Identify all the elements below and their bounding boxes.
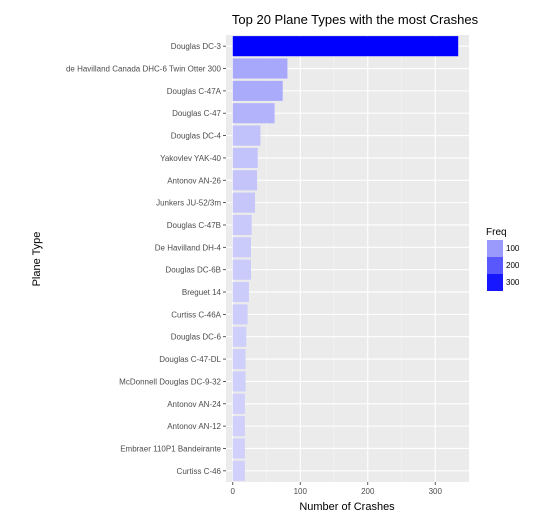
y-tick-label: Junkers JU-52/3m [156,199,221,208]
bar [232,58,288,79]
chart-title: Top 20 Plane Types with the most Crashes [232,12,479,27]
y-tick-label: Douglas DC-6B [165,266,221,275]
bar [232,416,245,437]
grid-lines [226,35,469,482]
bar [232,438,245,459]
legend-swatch [487,274,503,291]
y-tick-label: Douglas C-47A [167,87,222,96]
x-axis-title: Number of Crashes [299,501,395,513]
y-tick-label: Antonov AN-24 [167,400,221,409]
x-tick-label: 300 [429,487,443,496]
bar [232,214,252,236]
bar [232,80,283,101]
x-axis-ticks: 0 100 200 300 [231,482,443,496]
y-tick-label: McDonnell Douglas DC-9-32 [119,377,221,386]
y-tick-label: Douglas C-47 [172,109,221,118]
x-tick-label: 200 [361,487,375,496]
y-tick-label: Yakovlev YAK-40 [160,154,221,163]
bar [232,281,249,303]
bar [232,326,247,347]
y-tick-label: Curtiss C-46 [177,467,222,476]
y-tick-label: Antonov AN-12 [167,422,221,431]
bar [232,393,245,414]
legend-items: 100 200 300 [487,240,520,291]
y-tick-label: Breguet 14 [182,288,222,297]
bar [232,170,258,191]
legend-title: Freq [486,227,507,238]
x-tick-label: 100 [294,487,308,496]
bar [232,460,245,481]
y-axis-ticks: Douglas DC-3 de Havilland Canada DHC-6 Tw… [66,42,226,476]
bar [232,349,246,370]
legend-label: 200 [506,261,520,270]
bar [232,192,256,213]
legend: Freq 100 200 300 [486,227,520,291]
y-tick-label: Douglas DC-4 [171,132,222,141]
y-axis-title: Plane Type [31,232,43,287]
bar [232,36,459,57]
y-tick-label: Douglas DC-6 [171,333,222,342]
bar [232,304,248,325]
y-tick-label: de Havilland Canada DHC-6 Twin Otter 300 [66,65,222,74]
x-tick-label: 0 [231,487,236,496]
y-tick-label: Douglas C-47-DL [159,355,221,364]
bars [232,36,459,481]
y-tick-label: De Havilland DH-4 [155,243,222,252]
legend-swatch [487,257,503,274]
bar [232,103,275,124]
plot-panel [226,35,469,482]
bar [232,125,261,146]
y-tick-label: Embraer 110P1 Bandeirante [120,444,221,453]
y-tick-label: Douglas DC-3 [171,42,222,51]
bar [232,147,258,168]
y-tick-label: Douglas C-47B [167,221,221,230]
legend-label: 300 [506,278,520,287]
legend-swatch [487,240,503,257]
y-tick-label: Curtiss C-46A [171,310,221,319]
y-tick-label: Antonov AN-26 [167,176,221,185]
legend-label: 100 [506,244,520,253]
bar [232,237,251,258]
bar [232,371,246,392]
bar [232,259,251,280]
